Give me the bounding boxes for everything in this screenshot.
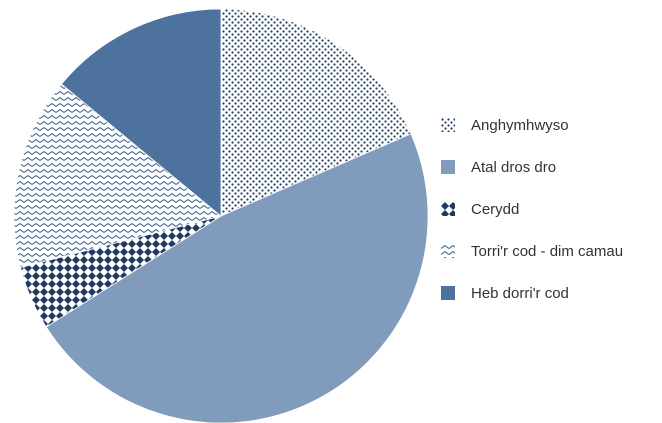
legend-swatch bbox=[441, 244, 455, 258]
legend: Anghymhwyso Atal dros dro Cerydd Torri'r co… bbox=[441, 104, 623, 314]
pie-slice-atal-dros-dro bbox=[45, 133, 429, 423]
pie-slice-anghymhwyso bbox=[220, 8, 412, 217]
legend-item-heb-dorri-r-cod: Heb dorri'r cod bbox=[441, 272, 623, 314]
legend-swatch bbox=[441, 118, 455, 132]
legend-swatch bbox=[441, 202, 455, 216]
pie-slices bbox=[13, 8, 429, 423]
legend-item-atal-dros-dro: Atal dros dro bbox=[441, 146, 623, 188]
legend-swatch bbox=[441, 160, 455, 174]
pie-slice-heb-dorri-r-cod bbox=[60, 8, 222, 217]
legend-item-cerydd: Cerydd bbox=[441, 188, 623, 230]
legend-label: Anghymhwyso bbox=[471, 116, 569, 134]
legend-item-torri-r-cod-dim-camau: Torri'r cod - dim camau bbox=[441, 230, 623, 272]
legend-label: Atal dros dro bbox=[471, 158, 557, 176]
legend-swatch bbox=[441, 286, 455, 300]
legend-label: Heb dorri'r cod bbox=[471, 284, 569, 302]
legend-label: Cerydd bbox=[471, 200, 520, 218]
legend-label: Torri'r cod - dim camau bbox=[471, 242, 624, 260]
pie-slice-torri-r-cod-dim-camau bbox=[13, 83, 222, 268]
legend-item-anghymhwyso: Anghymhwyso bbox=[441, 104, 623, 146]
